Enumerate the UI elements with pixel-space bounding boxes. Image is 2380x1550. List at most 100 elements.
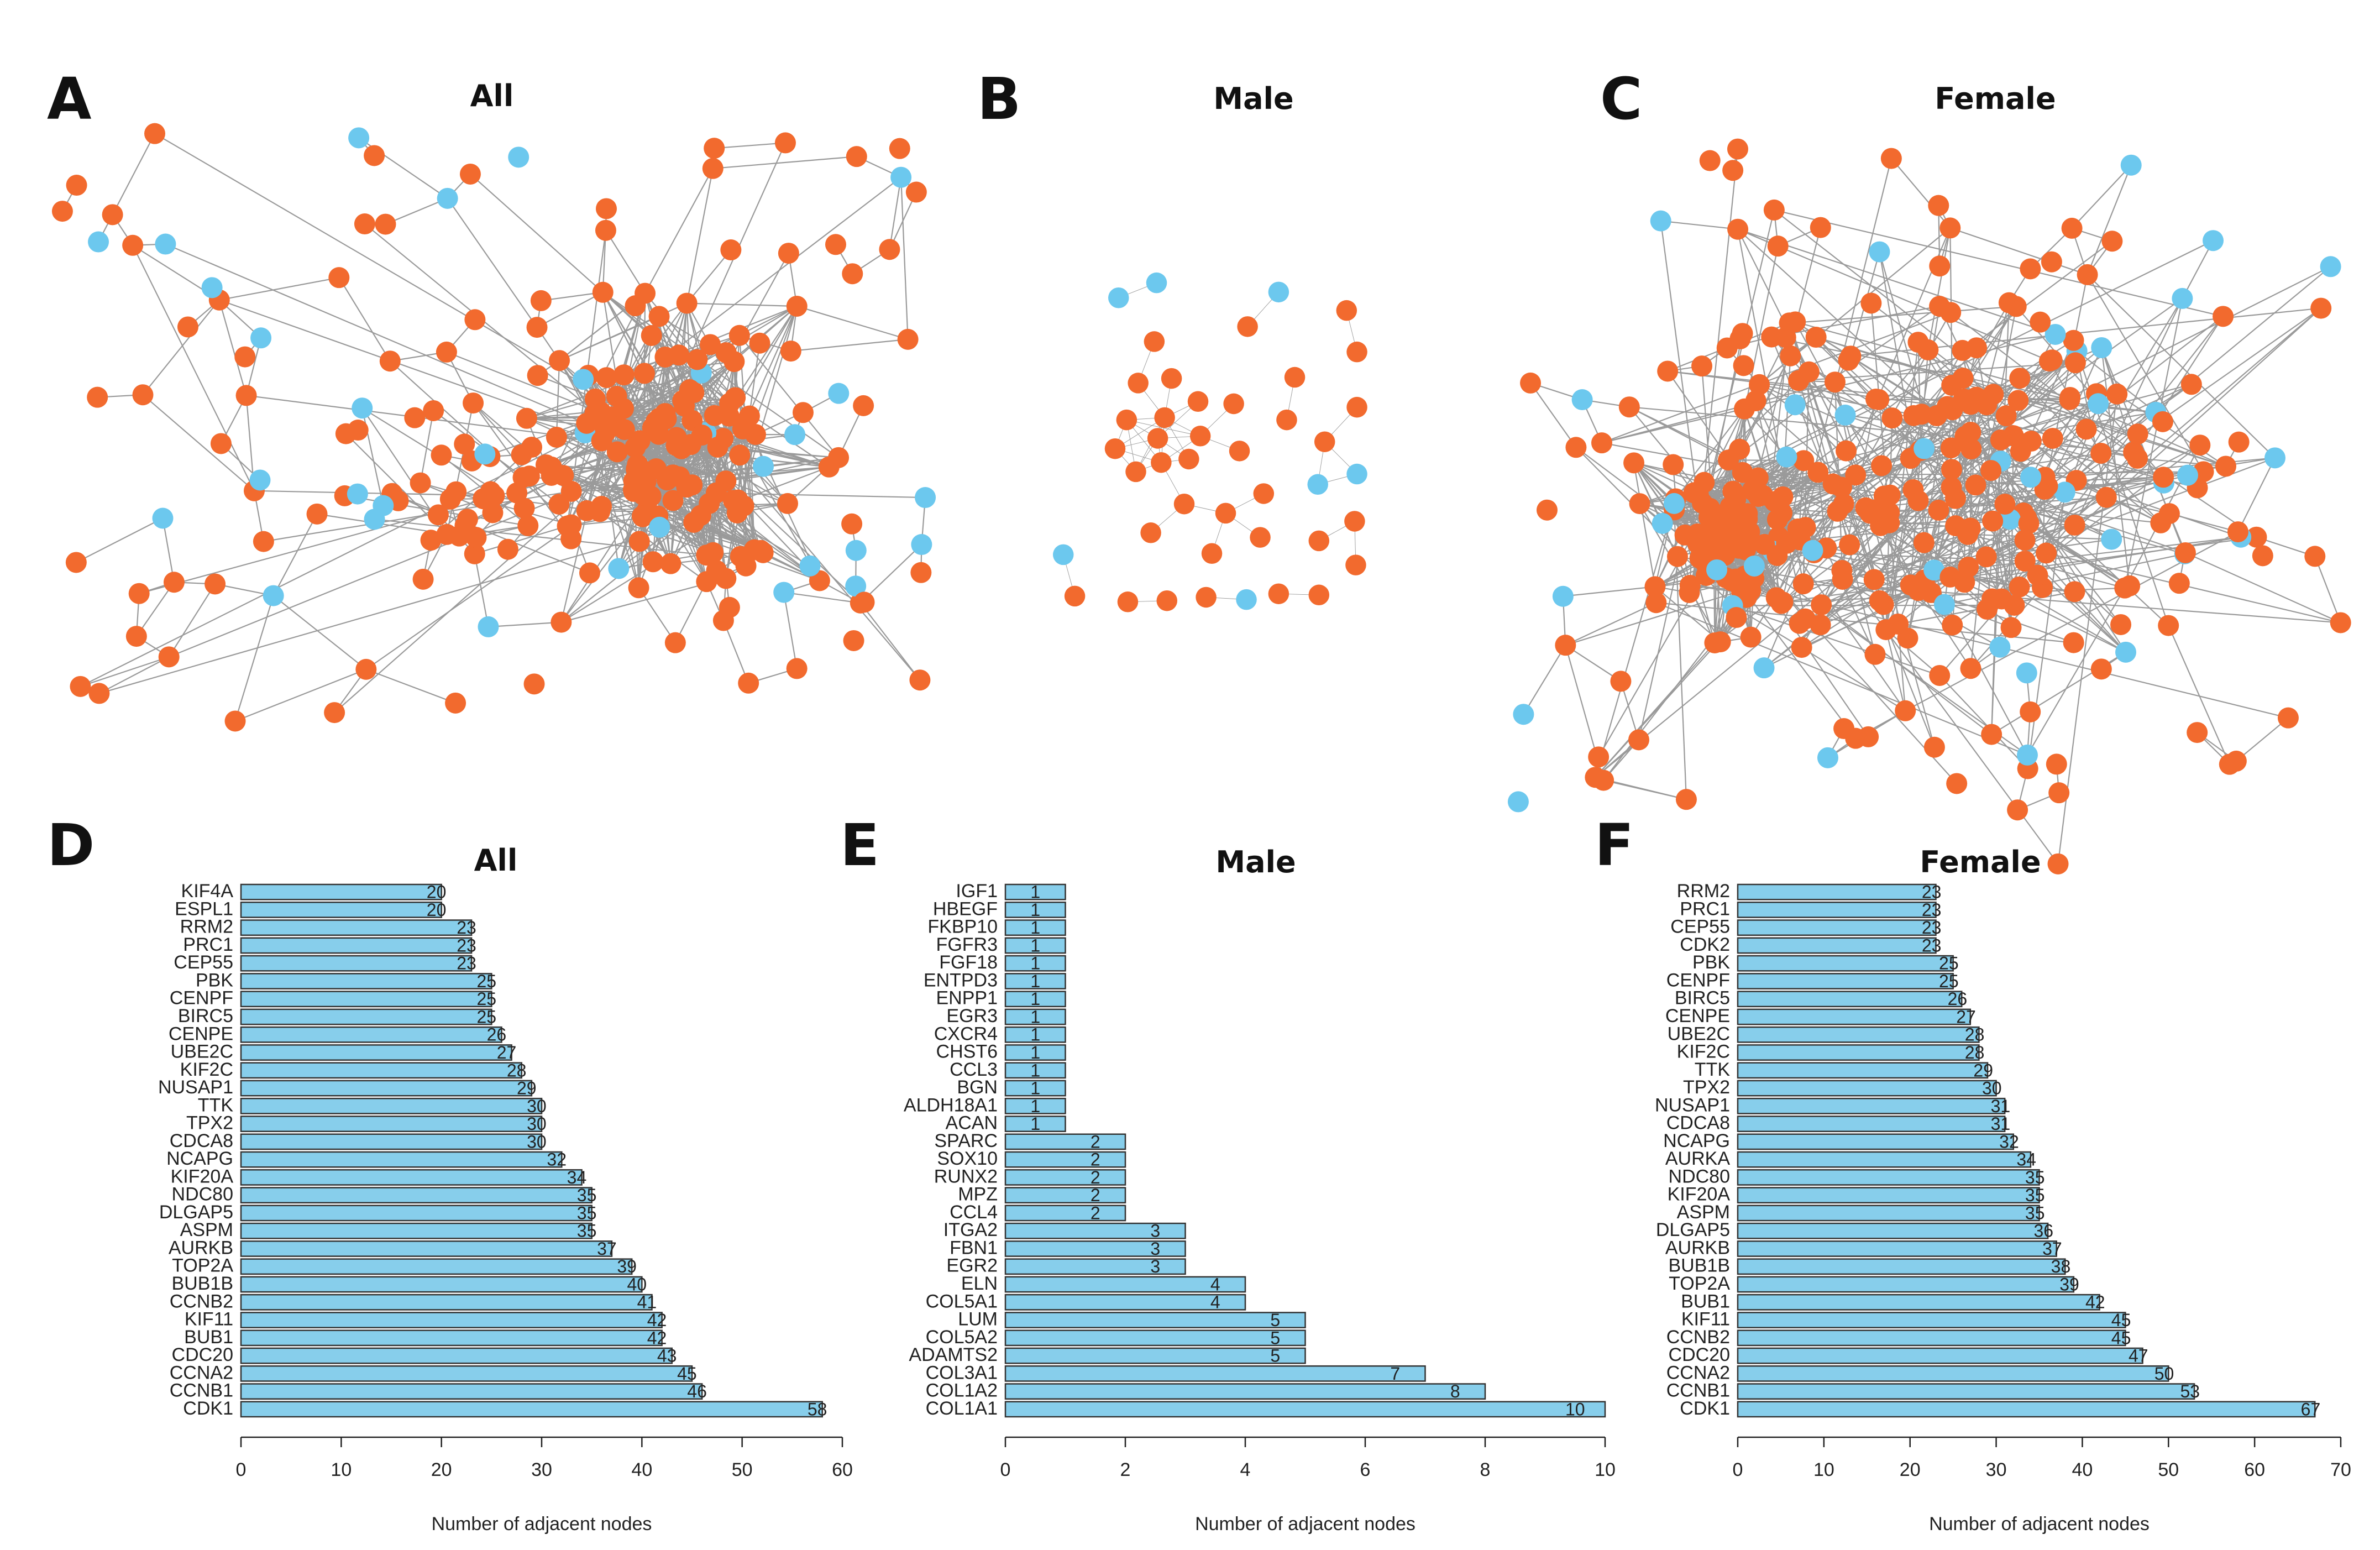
up-regulated-node (2110, 614, 2132, 635)
panel-letter-d: D (47, 811, 95, 879)
edge (1795, 306, 1940, 406)
up-regulated-node (1772, 591, 1794, 613)
up-regulated-node (738, 672, 759, 694)
down-regulated-node (915, 487, 936, 509)
bar-kif20a (240, 1169, 583, 1186)
up-regulated-node (1805, 327, 1827, 348)
edge (2116, 393, 2226, 467)
category-label: UBE2C (1668, 1023, 1730, 1044)
down-regulated-node (828, 383, 850, 404)
edge (1523, 645, 1566, 715)
up-regulated-node (1346, 341, 1367, 363)
panel-letter-a: A (47, 65, 92, 133)
down-regulated-node (1108, 287, 1129, 308)
up-regulated-node (1833, 718, 1855, 740)
bar-birc5 (240, 1008, 492, 1025)
down-regulated-node (508, 146, 530, 168)
bar-dlgap5 (240, 1205, 593, 1222)
edge (2027, 588, 2126, 756)
up-regulated-node (464, 543, 485, 564)
edge (686, 249, 732, 304)
edge (1790, 306, 2016, 324)
up-regulated-node (1178, 448, 1199, 470)
up-regulated-node (648, 306, 670, 327)
up-regulated-node (1229, 441, 1250, 462)
up-regulated-node (786, 295, 808, 317)
down-regulated-node (1989, 636, 2011, 658)
category-label: CDC20 (1669, 1344, 1730, 1365)
up-regulated-node (1268, 583, 1289, 604)
edge (2031, 441, 2107, 498)
up-regulated-node (454, 433, 475, 455)
up-regulated-node (1536, 499, 1558, 521)
x-tick-label: 60 (832, 1459, 853, 1480)
up-regulated-node (707, 436, 728, 458)
edge (560, 432, 606, 622)
down-regulated-node (88, 231, 109, 253)
up-regulated-node (2219, 753, 2240, 775)
up-regulated-node (2007, 390, 2029, 411)
category-label: CENPE (1665, 1006, 1730, 1027)
edge (638, 587, 676, 643)
value-label: 1 (1030, 954, 1040, 973)
up-regulated-node (786, 658, 808, 679)
category-label: CDCA8 (170, 1130, 233, 1151)
bar-col5a1 (1004, 1294, 1246, 1311)
bar-top2a (240, 1258, 633, 1275)
edge (99, 521, 694, 694)
up-regulated-node (1754, 533, 1775, 555)
bar-kif11 (240, 1312, 663, 1328)
edge (1629, 406, 1965, 583)
x-axis-label: Number of adjacent nodes (1195, 1514, 1416, 1535)
up-regulated-node (70, 675, 91, 697)
up-regulated-node (2009, 368, 2031, 389)
up-regulated-node (423, 400, 444, 421)
up-regulated-node (1588, 746, 1610, 768)
x-tick-label: 70 (2330, 1459, 2351, 1480)
value-label: 42 (647, 1328, 667, 1348)
category-label: LUM (958, 1309, 998, 1330)
category-label: EGR3 (946, 1006, 998, 1027)
up-regulated-node (2004, 594, 2025, 616)
edge (2185, 552, 2341, 624)
up-regulated-node (628, 531, 650, 552)
bar-col1a2 (1004, 1383, 1486, 1400)
up-regulated-node (1739, 521, 1760, 543)
value-label: 25 (1939, 971, 1959, 991)
up-regulated-node (234, 346, 256, 368)
up-regulated-node (730, 546, 751, 567)
up-regulated-node (2059, 389, 2080, 410)
edge (1633, 463, 1656, 587)
x-axis-label: Number of adjacent nodes (432, 1514, 652, 1535)
up-regulated-node (1936, 396, 1958, 417)
value-label: 1 (1030, 918, 1040, 938)
edge (1633, 462, 1663, 524)
edge (1660, 220, 1738, 230)
edge (338, 277, 391, 362)
up-regulated-node (1873, 485, 1895, 507)
down-regulated-node (348, 127, 370, 149)
category-label: ADAMTS2 (909, 1344, 998, 1365)
up-regulated-node (375, 213, 396, 235)
edge (1813, 552, 2020, 588)
value-label: 45 (2111, 1328, 2131, 1348)
value-label: 27 (1956, 1007, 1976, 1027)
up-regulated-node (702, 158, 724, 179)
up-regulated-node (1147, 428, 1168, 449)
category-label: COL5A1 (926, 1291, 998, 1312)
category-label: ASPM (180, 1219, 233, 1240)
edge (76, 517, 163, 563)
category-label: CCNB1 (1666, 1380, 1730, 1401)
down-regulated-node (2020, 467, 2042, 488)
value-label: 35 (2025, 1185, 2045, 1205)
up-regulated-node (144, 123, 166, 144)
up-regulated-node (2046, 753, 2067, 775)
up-regulated-node (1976, 394, 1998, 416)
up-regulated-node (2193, 461, 2214, 483)
category-label: PRC1 (1680, 898, 1730, 919)
value-label: 1 (1030, 1114, 1040, 1134)
up-regulated-node (1980, 460, 2002, 481)
up-regulated-node (606, 441, 628, 463)
up-regulated-node (691, 425, 712, 446)
up-regulated-node (526, 317, 548, 338)
